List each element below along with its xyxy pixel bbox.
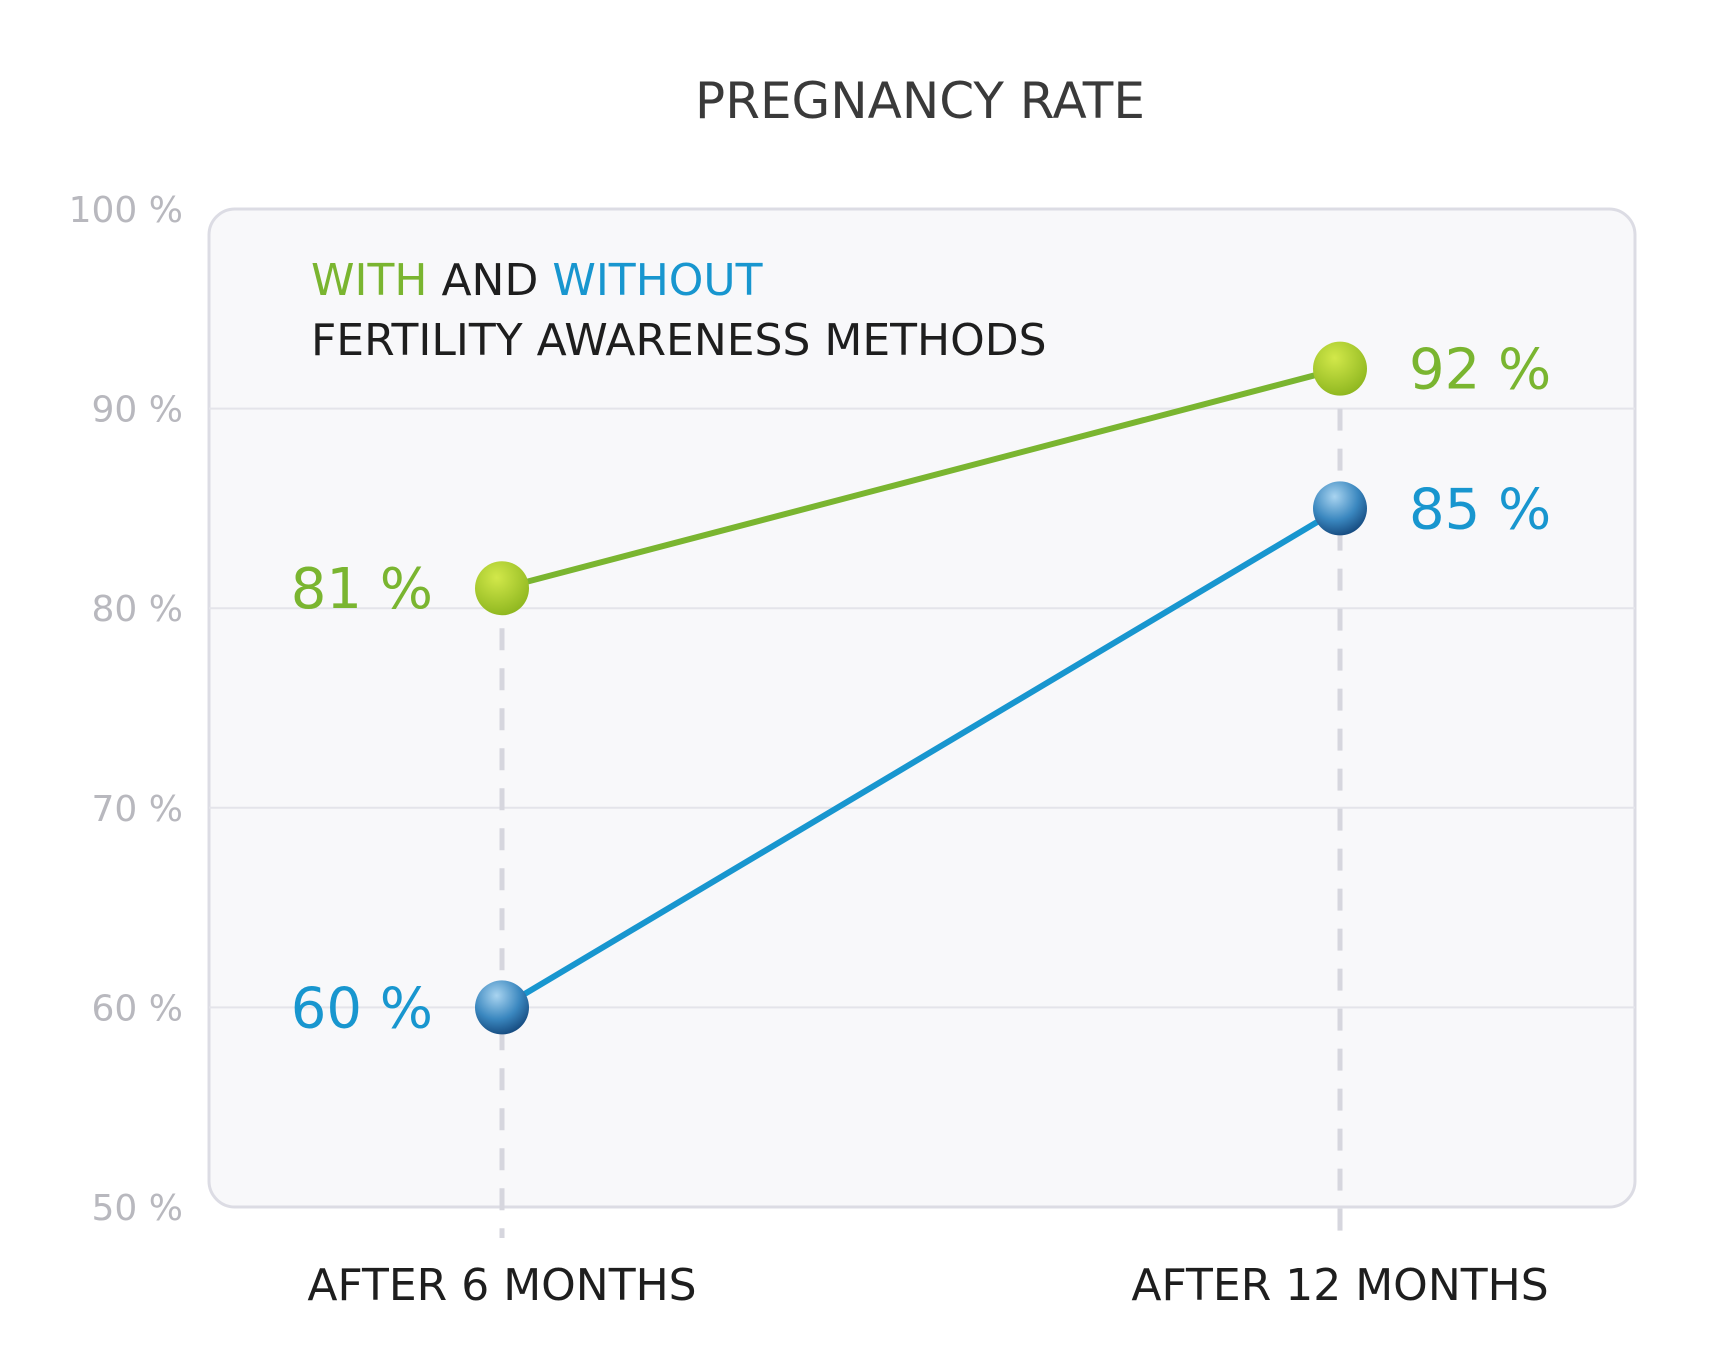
data-point-with-2 (1313, 341, 1367, 396)
y-axis-ticks: 50 % 60 % 70 % 80 % 90 % 100 % (69, 190, 183, 1229)
data-point-without-2 (1313, 481, 1367, 536)
legend-line-2: FERTILITY AWARENESS METHODS (311, 315, 1047, 366)
y-tick-label-50: 50 % (92, 1188, 183, 1229)
legend-and: AND (427, 255, 552, 306)
legend: WITH AND WITHOUT (311, 255, 763, 306)
y-tick-label-100: 100 % (69, 190, 183, 231)
chart-title: PREGNANCY RATE (695, 72, 1145, 130)
plot-area (207, 207, 1637, 1209)
y-tick-label-70: 70 % (92, 789, 183, 830)
y-tick-label-60: 60 % (92, 988, 183, 1029)
data-point-without-1 (475, 980, 529, 1035)
legend-with: WITH (311, 255, 427, 306)
data-label-without-1: 60 % (291, 976, 433, 1041)
data-label-with-1: 81 % (291, 557, 433, 622)
category-guides (499, 368, 1343, 1238)
x-tick-label-2: AFTER 12 MONTHS (1131, 1260, 1548, 1311)
legend-without: WITHOUT (552, 255, 762, 306)
series-line-with (499, 365, 1343, 592)
series-group: 81 % 92 % 60 % 85 % (291, 338, 1552, 1042)
y-tick-label-80: 80 % (92, 589, 183, 630)
data-point-with-1 (475, 561, 529, 616)
y-tick-label-90: 90 % (92, 390, 183, 431)
grid-lines (209, 407, 1635, 1009)
data-label-with-2: 92 % (1409, 338, 1551, 403)
x-axis-ticks: AFTER 6 MONTHS AFTER 12 MONTHS (307, 1260, 1548, 1311)
data-label-without-2: 85 % (1409, 477, 1551, 542)
x-tick-label-1: AFTER 6 MONTHS (307, 1260, 696, 1311)
series-line-without (499, 505, 1343, 1011)
